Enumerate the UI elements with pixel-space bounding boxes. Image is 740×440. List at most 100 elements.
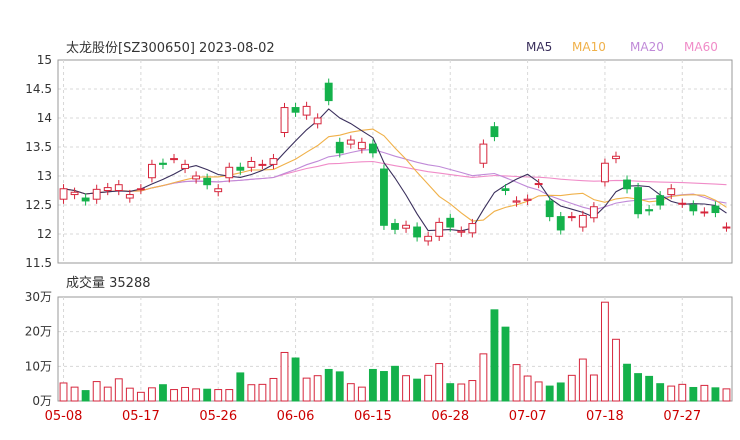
candle[interactable] [413,222,422,242]
volume-bar[interactable] [225,389,234,402]
volume-bar[interactable] [479,353,488,402]
candle[interactable] [368,139,377,158]
volume-bar[interactable] [567,374,576,402]
volume-bar[interactable] [402,375,410,402]
candle[interactable] [689,200,698,216]
volume-bar[interactable] [147,387,156,402]
volume-bar[interactable] [700,384,709,402]
volume-bar[interactable] [280,351,289,402]
candle[interactable] [435,217,444,241]
volume-bar[interactable] [136,391,145,402]
volume-bar[interactable] [424,374,433,402]
candle[interactable] [136,184,145,194]
candle[interactable] [446,213,455,232]
candle[interactable] [114,180,123,196]
volume-bar[interactable] [512,364,521,402]
candle[interactable] [302,101,311,120]
candle[interactable] [313,113,322,129]
volume-bar[interactable] [125,387,134,402]
candle[interactable] [424,231,433,246]
candle[interactable] [612,151,620,164]
candle[interactable] [645,205,654,216]
candle[interactable] [391,218,399,234]
volume-bar[interactable] [302,377,311,402]
volume-bar[interactable] [634,373,643,402]
volume-bar[interactable] [501,326,510,402]
volume-bar[interactable] [368,368,377,402]
volume-bar[interactable] [103,386,112,402]
volume-bar[interactable] [468,380,477,402]
candle[interactable] [70,187,79,200]
candle[interactable] [479,139,488,168]
candle[interactable] [623,175,631,194]
candle[interactable] [534,178,543,189]
volume-bar[interactable] [181,386,189,402]
candle[interactable] [545,196,554,222]
legend-ma20[interactable]: MA20 [630,40,664,54]
candle[interactable] [92,184,101,204]
candle[interactable] [402,220,410,233]
volume-bar[interactable] [357,386,366,402]
volume-bar[interactable] [435,363,444,402]
volume-bar[interactable] [711,387,720,402]
candle[interactable] [280,102,289,138]
volume-bar[interactable] [457,383,466,402]
volume-bar[interactable] [612,338,620,402]
volume-bar[interactable] [722,388,731,402]
volume-bar[interactable] [335,371,344,402]
volume-bar[interactable] [534,381,543,402]
candle[interactable] [523,194,532,205]
candle[interactable] [457,226,466,237]
volume-bar[interactable] [92,381,101,402]
volume-bar[interactable] [269,377,278,402]
volume-bar[interactable] [523,375,532,402]
volume-bar[interactable] [446,383,455,402]
candle[interactable] [236,162,245,175]
candle[interactable] [335,137,344,158]
volume-bar[interactable] [313,375,322,402]
candle[interactable] [192,171,201,184]
candle[interactable] [247,156,256,172]
candle[interactable] [346,135,355,149]
legend-ma5[interactable]: MA5 [526,40,552,54]
volume-bar[interactable] [114,378,123,402]
candle[interactable] [678,198,687,208]
candle[interactable] [722,222,731,232]
candle[interactable] [700,207,709,217]
volume-bar[interactable] [578,358,587,402]
legend-ma10[interactable]: MA10 [572,40,606,54]
candle[interactable] [656,191,665,210]
candle[interactable] [380,164,388,230]
volume-bar[interactable] [490,309,499,402]
candle[interactable] [103,182,112,196]
candle[interactable] [59,184,68,204]
volume-bar[interactable] [545,385,554,402]
candle[interactable] [567,211,576,222]
candle[interactable] [225,162,234,183]
candle[interactable] [357,137,366,154]
candle[interactable] [269,153,278,170]
candle[interactable] [159,158,167,170]
volume-bar[interactable] [258,383,267,402]
candle[interactable] [556,211,565,235]
volume-bar[interactable] [391,365,399,402]
volume-bar[interactable] [667,385,676,402]
volume-bar[interactable] [159,384,167,402]
candle[interactable] [468,218,477,238]
volume-bar[interactable] [678,383,687,402]
volume-bar[interactable] [346,383,355,402]
volume-bar[interactable] [656,383,665,402]
candle[interactable] [170,153,178,164]
volume-bar[interactable] [192,388,201,402]
candle[interactable] [291,102,300,117]
legend-ma60[interactable]: MA60 [684,40,718,54]
volume-bar[interactable] [556,382,565,402]
volume-bar[interactable] [247,384,256,402]
candle[interactable] [578,210,587,232]
candle[interactable] [512,196,521,207]
candle[interactable] [181,159,189,174]
candle[interactable] [81,193,90,206]
candle[interactable] [490,122,499,142]
candle[interactable] [501,184,510,196]
candle[interactable] [203,173,212,190]
